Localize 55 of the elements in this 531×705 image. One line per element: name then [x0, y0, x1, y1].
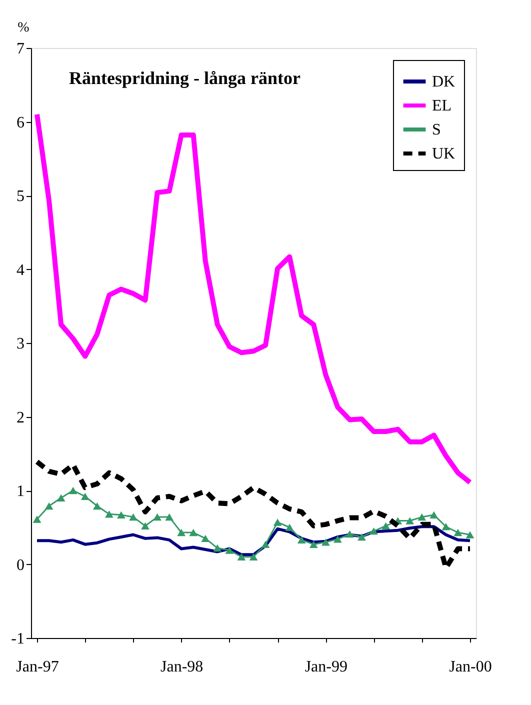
x-tick-label: Jan-98: [160, 658, 204, 676]
point: [177, 528, 186, 536]
point: [297, 536, 306, 544]
point: [406, 517, 414, 524]
y-tick-label: 7: [16, 40, 24, 58]
point: [346, 530, 354, 538]
y-tick-label: 6: [16, 114, 24, 132]
y-tick-label: -1: [11, 630, 24, 648]
y-tick-label: 1: [16, 483, 24, 500]
x-tick-label: Jan-99: [304, 658, 348, 676]
y-tick-label: 4: [16, 262, 24, 279]
point: [165, 513, 174, 521]
point: [382, 522, 390, 530]
point: [334, 536, 342, 543]
legend-label: DK: [432, 74, 456, 90]
y-axis-title: %: [18, 20, 30, 36]
point: [56, 494, 66, 502]
y-tick-label: 0: [16, 556, 24, 574]
point: [418, 513, 426, 521]
x-tick-label: Jan-00: [449, 658, 492, 676]
point: [309, 540, 318, 548]
point: [201, 534, 210, 542]
x-tick-label: Jan-97: [16, 658, 59, 676]
point: [261, 540, 270, 548]
point: [32, 516, 42, 523]
point: [92, 502, 102, 510]
legend-label: EL: [432, 98, 452, 114]
y-tick-label: 2: [16, 409, 24, 426]
point: [225, 546, 234, 554]
legend-label: S: [432, 122, 441, 138]
point: [370, 527, 378, 535]
point: [44, 502, 54, 510]
legend-label: UK: [432, 146, 456, 162]
point: [430, 511, 438, 518]
point: [80, 492, 90, 500]
point: [213, 544, 222, 552]
point: [442, 523, 450, 530]
point: [117, 511, 126, 518]
point: [68, 486, 78, 494]
point: [141, 522, 150, 530]
point: [285, 524, 294, 531]
point: [454, 528, 462, 536]
text: Räntespridning - långa räntor: [69, 68, 301, 88]
y-tick-label: 5: [16, 188, 24, 205]
point: [249, 553, 258, 560]
point: [129, 513, 138, 521]
point: [273, 518, 282, 526]
point: [153, 513, 162, 521]
y-tick-label: 3: [16, 336, 24, 352]
point: [189, 528, 198, 536]
point: [104, 510, 114, 518]
point: [321, 538, 330, 546]
point: [237, 553, 246, 560]
point: [358, 533, 366, 541]
point: [466, 531, 474, 538]
